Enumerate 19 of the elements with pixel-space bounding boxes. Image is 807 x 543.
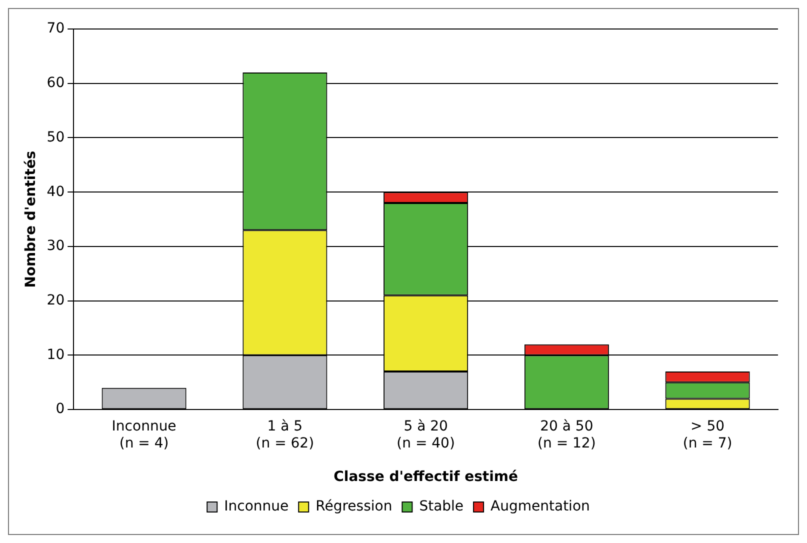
y-tick-label: 40 — [46, 184, 65, 200]
legend-label: Stable — [419, 498, 464, 515]
x-tick-label: > 50 (n = 7) — [682, 418, 732, 452]
legend-label: Augmentation — [490, 498, 590, 515]
x-tick-label: 5 à 20 (n = 40) — [396, 418, 455, 452]
y-tick-label: 0 — [56, 401, 65, 418]
legend-label: Inconnue — [224, 498, 289, 515]
y-axis-title: Nombre d'entités — [23, 150, 40, 288]
y-tick-label: 20 — [46, 292, 65, 308]
x-axis-title: Classe d'effectif estimé — [334, 469, 518, 486]
x-tick-label: 20 à 50 (n = 12) — [538, 418, 596, 452]
y-tick-label: 10 — [46, 346, 65, 363]
y-tick-label: 70 — [46, 20, 65, 37]
x-tick-label: 1 à 5 (n = 62) — [256, 418, 314, 452]
y-tick-label: 60 — [46, 75, 65, 92]
y-tick-label: 50 — [46, 129, 65, 146]
y-tick-label: 30 — [46, 238, 65, 254]
x-tick-label: Inconnue (n = 4) — [112, 418, 176, 452]
legend-label: Régression — [316, 498, 392, 515]
